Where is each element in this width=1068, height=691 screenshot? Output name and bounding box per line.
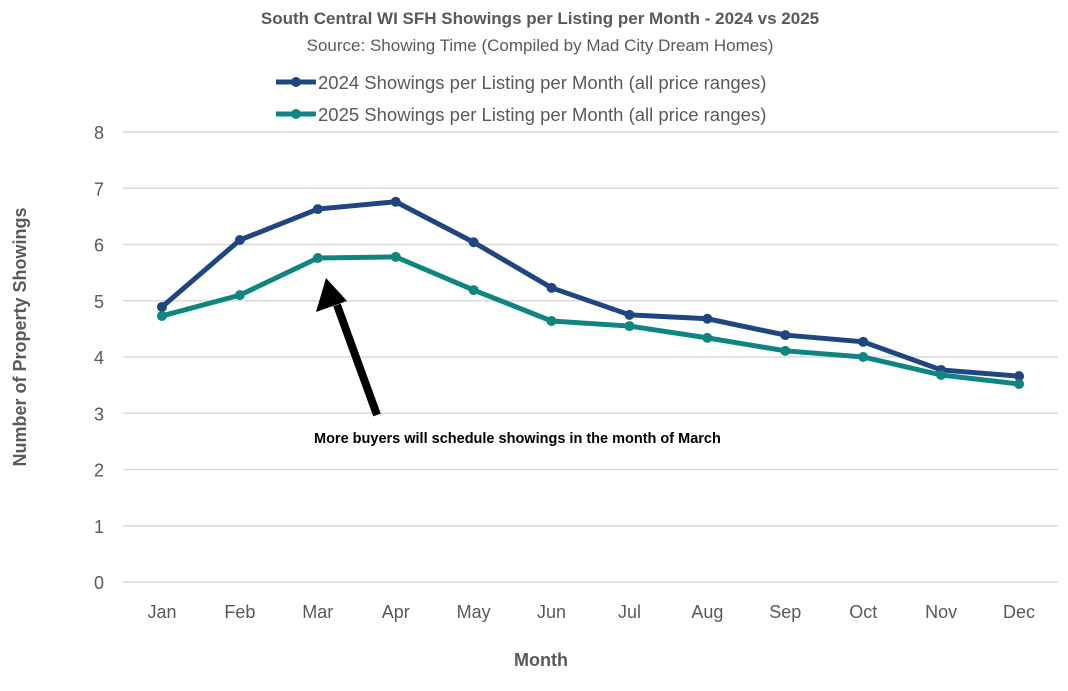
data-point — [1014, 379, 1025, 389]
data-point — [234, 290, 245, 301]
data-point — [546, 282, 557, 293]
y-tick-label: 7 — [94, 179, 104, 199]
data-point — [858, 352, 869, 362]
legend-label: 2025 Showings per Listing per Month (all… — [318, 104, 766, 125]
legend: 2024 Showings per Listing per Month (all… — [276, 72, 766, 125]
x-tick-label: Dec — [1003, 602, 1035, 622]
y-axis-ticks: 0 1 2 3 4 5 6 7 8 — [94, 123, 104, 593]
legend-marker — [291, 109, 301, 119]
data-point — [312, 253, 323, 263]
y-tick-label: 0 — [94, 573, 104, 593]
x-axis-ticks: Jan Feb Mar Apr May Jun Jul Aug Sep Oct Nov Dec — [147, 602, 1035, 622]
data-point — [780, 345, 791, 356]
data-point — [312, 204, 323, 215]
x-tick-label: Aug — [691, 602, 723, 622]
data-point — [936, 370, 947, 380]
chart-title: South Central WI SFH Showings per Listin… — [261, 9, 819, 28]
data-point — [156, 310, 167, 321]
y-tick-label: 4 — [94, 348, 104, 368]
series-line — [160, 199, 1020, 379]
data-point — [624, 309, 635, 320]
x-tick-label: Sep — [769, 602, 801, 622]
data-point — [702, 313, 713, 324]
series-group — [156, 196, 1025, 389]
annotation-text: More buyers will schedule showings in th… — [314, 431, 721, 447]
x-tick-label: Feb — [224, 602, 255, 622]
series-line — [161, 254, 1020, 387]
data-point — [390, 196, 401, 207]
data-point — [1014, 371, 1025, 382]
y-axis-label: Number of Property Showings — [10, 207, 30, 466]
data-point — [234, 235, 245, 245]
x-tick-label: Apr — [382, 602, 410, 622]
x-tick-label: Mar — [302, 602, 333, 622]
data-point — [546, 316, 557, 326]
data-point — [156, 301, 167, 312]
data-point — [468, 237, 479, 248]
series-0 — [156, 196, 1025, 382]
x-tick-label: Jan — [147, 602, 176, 622]
data-point — [390, 251, 401, 262]
data-point — [780, 330, 791, 341]
x-tick-label: Nov — [925, 602, 957, 622]
y-tick-label: 6 — [94, 236, 104, 256]
data-point — [624, 321, 635, 332]
x-tick-label: Jun — [537, 602, 566, 622]
y-tick-label: 8 — [94, 123, 104, 143]
legend-marker — [291, 77, 301, 87]
x-tick-label: Jul — [618, 602, 641, 622]
data-point — [702, 332, 713, 343]
y-tick-label: 2 — [94, 461, 104, 481]
chart-subtitle: Source: Showing Time (Compiled by Mad Ci… — [307, 36, 774, 55]
series-1 — [156, 251, 1025, 389]
gridlines — [123, 131, 1058, 583]
y-tick-label: 5 — [94, 292, 104, 312]
x-axis-label: Month — [514, 650, 568, 670]
data-point — [858, 336, 869, 347]
legend-label: 2024 Showings per Listing per Month (all… — [318, 72, 766, 93]
y-tick-label: 3 — [94, 404, 104, 424]
data-point — [468, 285, 479, 296]
annotation-arrow — [316, 278, 381, 417]
y-tick-label: 1 — [94, 517, 104, 537]
x-tick-label: May — [457, 602, 491, 622]
x-tick-label: Oct — [849, 602, 877, 622]
